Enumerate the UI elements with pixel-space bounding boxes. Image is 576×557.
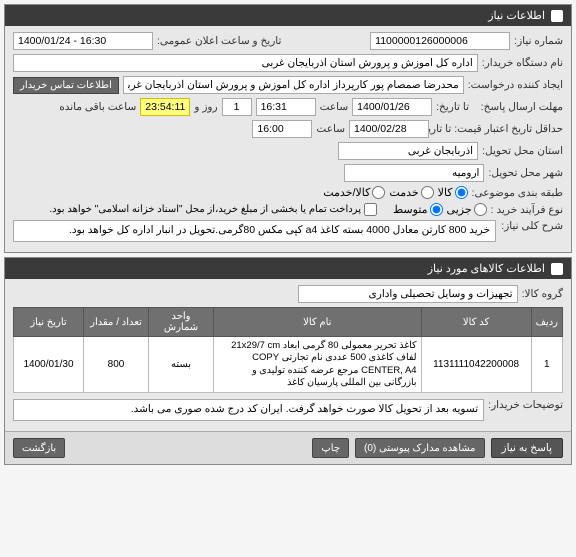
th-row: ردیف (531, 308, 562, 337)
need-number-label: شماره نیاز: (514, 35, 563, 47)
radio-goods-input[interactable] (455, 186, 468, 199)
radio-goods-service-label: کالا/خدمت (323, 186, 370, 199)
budget-class-label: طبقه بندی موضوعی: (472, 187, 563, 199)
goods-group-field[interactable] (298, 285, 518, 303)
back-button[interactable]: بازگشت (13, 438, 65, 458)
button-bar: پاسخ به نیاز مشاهده مدارک پیوستی (0) چاپ… (5, 431, 571, 464)
budget-radio-group: کالا خدمت کالا/خدمت (323, 186, 467, 199)
radio-goods-service[interactable]: کالا/خدمت (323, 186, 385, 199)
partial-pay-row: پرداخت تمام یا بخشی از مبلغ خرید،از محل … (49, 203, 377, 216)
partial-pay-label: پرداخت تمام یا بخشی از مبلغ خرید،از محل … (49, 204, 361, 215)
province-field[interactable] (338, 142, 478, 160)
info-icon (551, 10, 563, 22)
response-deadline-label: مهلت ارسال پاسخ: (473, 101, 563, 113)
purchase-radio-group: جزیی متوسط (393, 203, 487, 216)
general-desc-label: شرح کلی نیاز: (500, 220, 563, 232)
hour-label-2: ساعت (316, 123, 345, 135)
cell-name: کاغذ تحریر معمولی 80 گرمی ابعاد 21x29/7 … (214, 337, 422, 393)
items-title: اطلاعات کالاهای مورد نیاز (428, 262, 545, 275)
th-unit: واحد شمارش (149, 308, 214, 337)
attachments-button[interactable]: مشاهده مدارک پیوستی (0) (355, 438, 485, 458)
table-row[interactable]: 1 1131111042200008 کاغذ تحریر معمولی 80 … (14, 337, 563, 393)
day-and-label: روز و (194, 101, 217, 113)
announce-field[interactable] (13, 32, 153, 50)
price-valid-hour-field[interactable] (252, 120, 312, 138)
city-label: شهر محل تحویل: (488, 167, 563, 179)
items-header: اطلاعات کالاهای مورد نیاز (5, 258, 571, 279)
radio-small[interactable]: جزیی (447, 203, 487, 216)
radio-service-input[interactable] (421, 186, 434, 199)
list-icon (551, 263, 563, 275)
th-qty: تعداد / مقدار (84, 308, 149, 337)
items-panel: اطلاعات کالاهای مورد نیاز گروه کالا: ردی… (4, 257, 572, 465)
th-date: تاریخ نیاز (14, 308, 84, 337)
response-date-field[interactable] (352, 98, 432, 116)
print-button[interactable]: چاپ (312, 438, 349, 458)
buyer-contact-button[interactable]: اطلاعات تماس خریدار (13, 77, 119, 94)
cell-unit: بسته (149, 337, 214, 393)
radio-medium-label: متوسط (393, 203, 428, 216)
days-left-field (222, 98, 252, 116)
to-date-label: تا تاریخ: (436, 101, 469, 113)
purchase-type-label: نوع فرآیند خرید : (491, 204, 563, 216)
response-hour-field[interactable] (256, 98, 316, 116)
th-name: نام کالا (214, 308, 422, 337)
need-info-content: شماره نیاز: تاریخ و ساعت اعلان عمومی: نا… (5, 26, 571, 252)
general-desc-field[interactable]: خرید 800 کارتن معادل 4000 بسته کاغذ a4 ک… (13, 220, 496, 242)
goods-group-label: گروه کالا: (522, 288, 563, 300)
creator-label: ایجاد کننده درخواست: (468, 79, 563, 91)
province-label: استان محل تحویل: (482, 145, 563, 157)
th-code: کد کالا (421, 308, 531, 337)
announce-label: تاریخ و ساعت اعلان عمومی: (157, 35, 281, 47)
radio-medium[interactable]: متوسط (393, 203, 443, 216)
items-table: ردیف کد کالا نام کالا واحد شمارش تعداد /… (13, 307, 563, 393)
hours-remaining-label: ساعت باقی مانده (59, 101, 136, 113)
need-info-header: اطلاعات نیاز (5, 5, 571, 26)
creator-field[interactable] (123, 76, 464, 94)
cell-idx: 1 (531, 337, 562, 393)
radio-service[interactable]: خدمت (389, 186, 433, 199)
countdown-timer: 23:54:11 (140, 98, 190, 116)
radio-small-input[interactable] (474, 203, 487, 216)
radio-medium-input[interactable] (430, 203, 443, 216)
respond-button[interactable]: پاسخ به نیاز (491, 438, 563, 458)
partial-pay-checkbox[interactable] (364, 203, 377, 216)
cell-date: 1400/01/30 (14, 337, 84, 393)
items-content: گروه کالا: ردیف کد کالا نام کالا واحد شم… (5, 279, 571, 431)
hour-label-1: ساعت (320, 101, 349, 113)
city-field[interactable] (344, 164, 484, 182)
buyer-org-field[interactable] (13, 54, 478, 72)
cell-code: 1131111042200008 (421, 337, 531, 393)
table-header-row: ردیف کد کالا نام کالا واحد شمارش تعداد /… (14, 308, 563, 337)
need-info-title: اطلاعات نیاز (488, 9, 545, 22)
price-validity-label: حداقل تاریخ اعتبار قیمت: تا تاریخ: (433, 123, 563, 135)
cell-qty: 800 (84, 337, 149, 393)
price-valid-date-field[interactable] (349, 120, 429, 138)
need-info-panel: اطلاعات نیاز شماره نیاز: تاریخ و ساعت اع… (4, 4, 572, 253)
radio-goods-service-input[interactable] (372, 186, 385, 199)
buyer-org-label: نام دستگاه خریدار: (482, 57, 563, 69)
radio-service-label: خدمت (389, 186, 418, 199)
need-number-field[interactable] (370, 32, 510, 50)
radio-goods-label: کالا (438, 186, 453, 199)
radio-small-label: جزیی (447, 203, 472, 216)
buyer-notes-field[interactable]: تسویه بعد از تحویل کالا صورت خواهد گرفت.… (13, 399, 484, 421)
radio-goods[interactable]: کالا (438, 186, 468, 199)
buyer-notes-label: توضیحات خریدار: (488, 399, 563, 411)
